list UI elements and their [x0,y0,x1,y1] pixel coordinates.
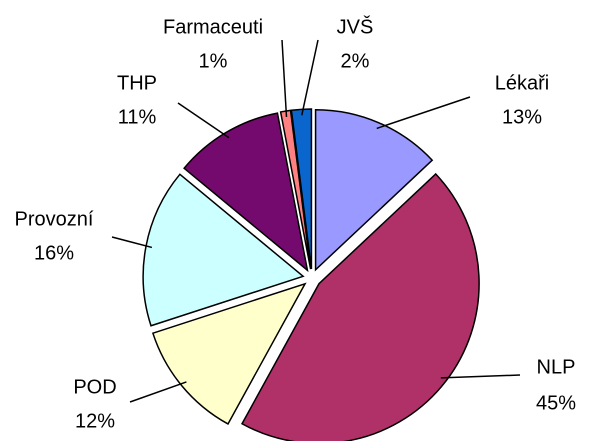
leader-line [376,96,471,130]
leader-line [177,102,230,139]
leader-line [281,39,288,118]
slice-label: Farmaceuti [163,16,263,38]
slice-label: THP [117,72,157,94]
pie-slice [290,108,313,270]
slice-value-label: 13% [502,106,542,128]
leader-line [301,39,319,116]
slice-value-label: 1% [199,50,228,72]
slice-value-label: 11% [118,106,157,128]
slice-label: NLP [537,356,576,378]
pie-slice [241,172,480,441]
leader-line [440,374,521,379]
leader-line [129,381,187,403]
slice-value-label: 16% [34,242,74,264]
slice-label: JVŠ [337,15,374,38]
slice-label: POD [73,376,116,398]
pie-slice [314,108,434,272]
slice-value-label: 2% [341,50,370,72]
slice-label: Provozní [15,208,94,230]
slice-value-label: 12% [75,410,115,432]
slice-value-label: 45% [536,392,576,414]
slice-label: Lékaři [495,72,549,94]
pie-slice [183,112,309,273]
pie-slice [151,282,307,425]
leader-line [111,236,153,249]
